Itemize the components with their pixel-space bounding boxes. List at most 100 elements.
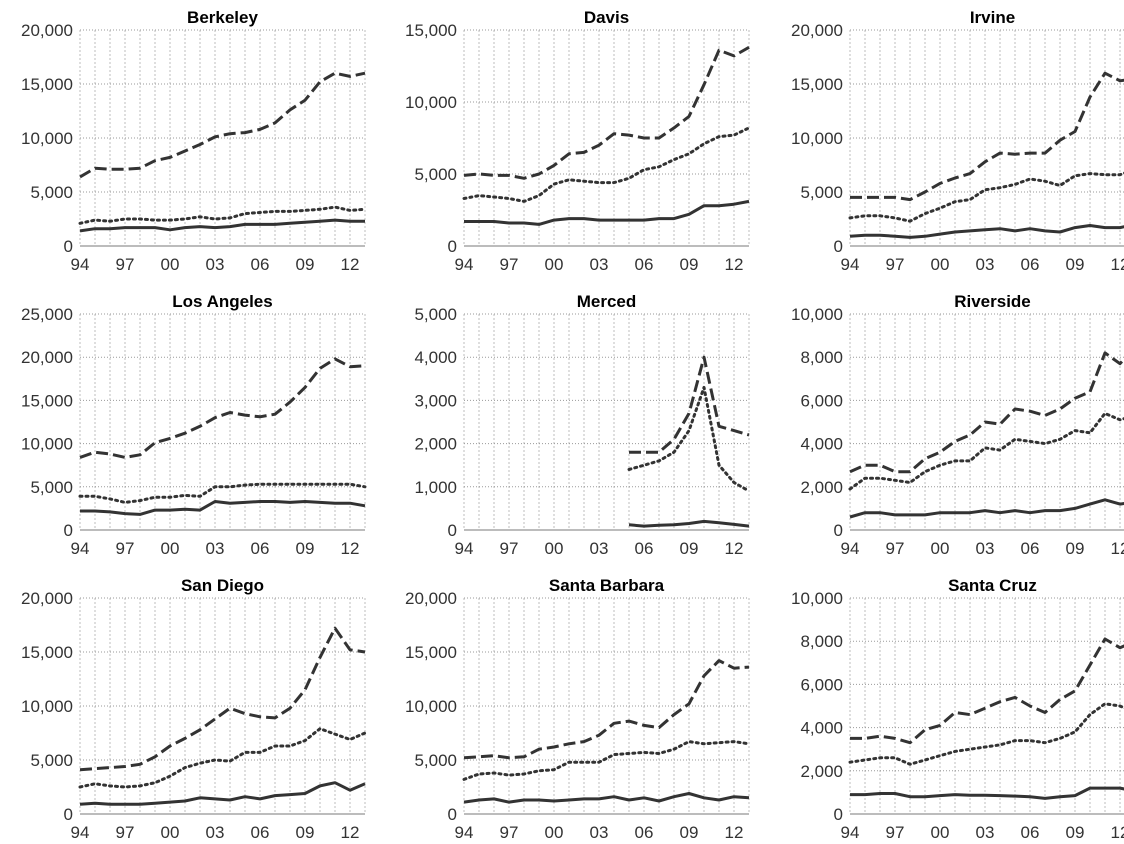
- x-tick-label: 03: [590, 823, 609, 842]
- series-line-dashed: [79, 357, 366, 459]
- x-tick-label: 09: [1066, 255, 1085, 274]
- x-tick-label: 12: [1111, 539, 1124, 558]
- y-tick-label: 10,000: [405, 697, 457, 716]
- y-tick-label: 5,000: [414, 751, 457, 770]
- x-tick-label: 03: [976, 539, 995, 558]
- x-tick-label: 03: [206, 255, 225, 274]
- x-tick-label: 97: [886, 823, 905, 842]
- x-tick-label: 12: [341, 823, 360, 842]
- x-tick-label: 09: [680, 823, 699, 842]
- y-tick-label: 20,000: [405, 589, 457, 608]
- x-tick-label: 94: [841, 255, 860, 274]
- x-tick-label: 94: [455, 255, 474, 274]
- x-tick-label: 06: [1021, 539, 1040, 558]
- series-line-solid: [464, 199, 750, 226]
- x-tick-label: 03: [590, 255, 609, 274]
- x-tick-label: 94: [455, 539, 474, 558]
- x-tick-label: 03: [976, 823, 995, 842]
- x-tick-label: 09: [1066, 539, 1085, 558]
- x-tick-label: 12: [341, 255, 360, 274]
- x-tick-label: 03: [206, 823, 225, 842]
- series-line-solid: [849, 224, 1124, 239]
- y-tick-label: 10,000: [21, 697, 73, 716]
- series-line-dashed: [463, 45, 750, 180]
- x-tick-label: 06: [1021, 255, 1040, 274]
- x-tick-label: 12: [1111, 255, 1124, 274]
- chart-panel-irvine: 0 5,000 10,000 15,000 20,000 94 97 00 03 06 09 12 Ir…: [791, 8, 1124, 274]
- series-line-dotted: [78, 727, 367, 789]
- x-tick-label: 00: [545, 539, 564, 558]
- series-line-solid: [628, 519, 750, 528]
- series-line-dashed: [850, 71, 1124, 202]
- series-line-dotted: [462, 740, 751, 781]
- x-tick-label: 09: [296, 539, 315, 558]
- y-tick-label: 2,000: [800, 762, 843, 781]
- y-tick-label: 6,000: [800, 391, 843, 410]
- y-tick-label: 0: [448, 805, 457, 824]
- y-tick-label: 20,000: [21, 589, 73, 608]
- x-tick-label: 03: [206, 539, 225, 558]
- x-tick-label: 00: [931, 255, 950, 274]
- series-line-solid: [850, 786, 1124, 800]
- x-tick-label: 06: [251, 539, 270, 558]
- chart-title: San Diego: [181, 576, 264, 595]
- chart-title: Merced: [577, 292, 637, 311]
- y-tick-label: 5,000: [30, 751, 73, 770]
- y-tick-label: 0: [448, 521, 457, 540]
- y-tick-label: 0: [64, 805, 73, 824]
- chart-panel-davis: 0 5,000 10,000 15,000 94 97 00 03 06 09 12 Davis: [405, 8, 751, 274]
- y-tick-label: 20,000: [791, 21, 843, 40]
- y-tick-label: 15,000: [405, 643, 457, 662]
- series-line-dotted: [78, 482, 367, 504]
- x-tick-label: 06: [635, 255, 654, 274]
- x-tick-label: 09: [1066, 823, 1085, 842]
- y-tick-label: 0: [64, 237, 73, 256]
- y-tick-label: 10,000: [405, 93, 457, 112]
- y-tick-label: 5,000: [30, 478, 73, 497]
- x-tick-label: 00: [931, 539, 950, 558]
- x-tick-label: 12: [725, 823, 744, 842]
- chart-panel-san-diego: 0 5,000 10,000 15,000 20,000 94 97 00 03 06 09 12 Sa…: [21, 576, 367, 842]
- y-tick-label: 6,000: [800, 675, 843, 694]
- chart-title: Los Angeles: [172, 292, 272, 311]
- series-line-solid: [849, 498, 1124, 519]
- x-tick-label: 94: [71, 823, 90, 842]
- x-tick-label: 00: [931, 823, 950, 842]
- chart-title: Santa Barbara: [549, 576, 665, 595]
- y-tick-label: 5,000: [414, 305, 457, 324]
- x-tick-label: 09: [296, 823, 315, 842]
- y-tick-label: 15,000: [21, 75, 73, 94]
- x-tick-label: 12: [725, 255, 744, 274]
- x-tick-label: 94: [455, 823, 474, 842]
- x-tick-label: 97: [886, 539, 905, 558]
- y-tick-label: 20,000: [21, 348, 73, 367]
- y-tick-label: 15,000: [405, 21, 457, 40]
- series-line-dashed: [79, 71, 366, 179]
- chart-panel-merced: 0 1,000 2,000 3,000 4,000 5,000 94 97 00 03 06 09 12…: [414, 292, 751, 558]
- chart-panel-santa-barbara: 0 5,000 10,000 15,000 20,000 94 97 00 03 06 09 12 Sa…: [405, 576, 751, 842]
- x-tick-label: 97: [116, 823, 135, 842]
- x-tick-label: 06: [1021, 823, 1040, 842]
- x-tick-label: 12: [341, 539, 360, 558]
- y-tick-label: 20,000: [21, 21, 73, 40]
- x-tick-label: 97: [500, 539, 519, 558]
- y-tick-label: 0: [64, 521, 73, 540]
- x-tick-label: 06: [635, 539, 654, 558]
- series-line-solid: [80, 500, 366, 516]
- chart-panel-santa-cruz: 0 2,000 4,000 6,000 8,000 10,000 94 97 00 03 06 09 1…: [791, 576, 1124, 842]
- x-tick-label: 09: [680, 539, 699, 558]
- y-tick-label: 2,000: [800, 478, 843, 497]
- x-tick-label: 94: [841, 823, 860, 842]
- x-tick-label: 06: [251, 823, 270, 842]
- series-line-solid: [79, 218, 365, 233]
- x-tick-label: 03: [590, 539, 609, 558]
- y-tick-label: 15,000: [791, 75, 843, 94]
- chart-title: Riverside: [954, 292, 1031, 311]
- x-tick-label: 94: [841, 539, 860, 558]
- x-tick-label: 09: [296, 255, 315, 274]
- y-tick-label: 2,000: [414, 435, 457, 454]
- chart-panel-berkeley: 0 5,000 10,000 15,000 20,000 94 97 00 03 06 09 12 Be…: [21, 8, 367, 274]
- x-tick-label: 00: [161, 255, 180, 274]
- x-tick-label: 97: [500, 255, 519, 274]
